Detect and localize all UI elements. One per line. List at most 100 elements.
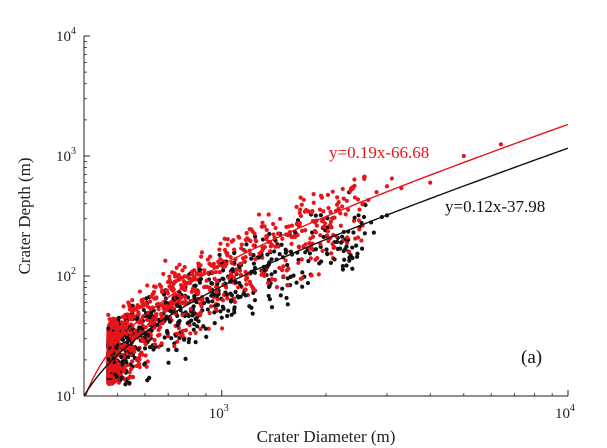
red-data-point: [293, 234, 298, 240]
red-data-point: [133, 328, 138, 333]
red-data-point: [180, 275, 185, 280]
black-data-point: [192, 296, 197, 301]
red-data-point: [241, 259, 247, 264]
red-data-point: [234, 267, 239, 272]
black-data-point: [230, 267, 235, 272]
black-data-point: [192, 322, 197, 327]
black-data-point: [229, 298, 234, 303]
red-data-point: [198, 254, 204, 259]
red-data-point: [108, 332, 114, 337]
black-data-point: [193, 316, 198, 322]
black-data-point: [215, 302, 220, 307]
red-data-point: [192, 268, 197, 273]
y-tick-label: 101: [56, 386, 76, 405]
black-fit-line: [84, 147, 568, 396]
red-data-point: [357, 207, 362, 212]
red-data-point: [106, 312, 111, 317]
black-data-point: [285, 262, 290, 268]
black-data-point: [319, 259, 324, 264]
red-data-point: [214, 279, 219, 284]
red-data-point: [360, 202, 365, 207]
black-data-point: [145, 378, 150, 383]
red-data-point: [328, 219, 333, 224]
red-data-point: [253, 257, 258, 262]
red-data-point: [204, 278, 209, 283]
red-data-point: [213, 270, 218, 275]
red-data-point: [119, 366, 124, 371]
red-data-point: [352, 183, 357, 188]
black-data-point: [252, 298, 258, 303]
red-data-point: [224, 285, 229, 290]
red-data-point: [112, 331, 117, 336]
red-data-point: [283, 258, 288, 263]
red-data-point: [168, 280, 173, 285]
red-data-point: [198, 326, 203, 332]
red-data-point: [122, 342, 127, 348]
black-data-point: [284, 295, 289, 301]
black-data-point: [354, 243, 359, 248]
red-data-point: [244, 275, 250, 281]
red-data-point: [106, 368, 112, 373]
red-data-point: [206, 326, 211, 331]
black-data-point: [194, 300, 199, 305]
red-data-point: [165, 291, 171, 296]
black-data-point: [174, 347, 179, 352]
black-data-point: [106, 357, 111, 362]
red-data-point: [311, 200, 316, 205]
red-data-point: [244, 282, 249, 287]
red-data-point: [296, 244, 302, 249]
black-data-point: [232, 250, 237, 256]
red-data-point: [313, 257, 318, 262]
black-data-point: [285, 276, 290, 281]
black-data-point: [251, 253, 256, 258]
red-data-point: [146, 336, 151, 341]
red-data-point: [498, 142, 503, 147]
red-data-point: [176, 292, 181, 298]
red-data-point: [316, 272, 321, 277]
red-data-point: [185, 274, 190, 279]
red-data-point: [274, 285, 280, 290]
red-data-point: [336, 200, 341, 205]
black-data-point: [229, 293, 234, 298]
red-data-point: [136, 355, 142, 360]
red-data-point: [180, 312, 185, 318]
red-data-point: [229, 260, 234, 266]
black-data-point: [351, 230, 356, 235]
black-data-point: [186, 320, 192, 325]
red-data-point: [127, 316, 132, 321]
red-data-point: [220, 298, 226, 303]
black-data-point: [218, 309, 223, 314]
red-data-point: [356, 218, 362, 223]
black-data-point: [267, 231, 272, 237]
black-data-point: [142, 346, 148, 351]
red-data-point: [301, 197, 306, 202]
red-data-point: [167, 274, 172, 279]
red-data-point: [121, 304, 126, 309]
black-data-point: [334, 239, 340, 244]
red-data-point: [351, 218, 357, 224]
black-data-point: [356, 213, 361, 218]
red-data-point: [259, 224, 264, 229]
red-data-point: [161, 306, 166, 311]
black-data-point: [220, 268, 226, 273]
red-data-point: [286, 266, 291, 271]
red-data-point: [106, 373, 111, 378]
red-data-point: [114, 363, 119, 369]
black-data-point: [236, 295, 241, 300]
black-data-point: [210, 299, 215, 304]
red-data-point: [233, 270, 239, 275]
red-data-point: [107, 340, 112, 345]
black-data-point: [166, 360, 171, 365]
red-data-point: [257, 251, 262, 256]
black-data-point: [165, 330, 170, 335]
red-data-point: [199, 250, 205, 255]
red-data-point: [324, 233, 330, 238]
red-data-point: [332, 215, 337, 220]
black-data-point: [269, 305, 275, 310]
red-data-point: [158, 284, 164, 289]
black-data-point: [354, 254, 360, 259]
red-data-point: [284, 224, 289, 230]
red-data-point: [152, 320, 157, 325]
red-data-point: [321, 209, 326, 214]
red-data-point: [318, 193, 324, 198]
